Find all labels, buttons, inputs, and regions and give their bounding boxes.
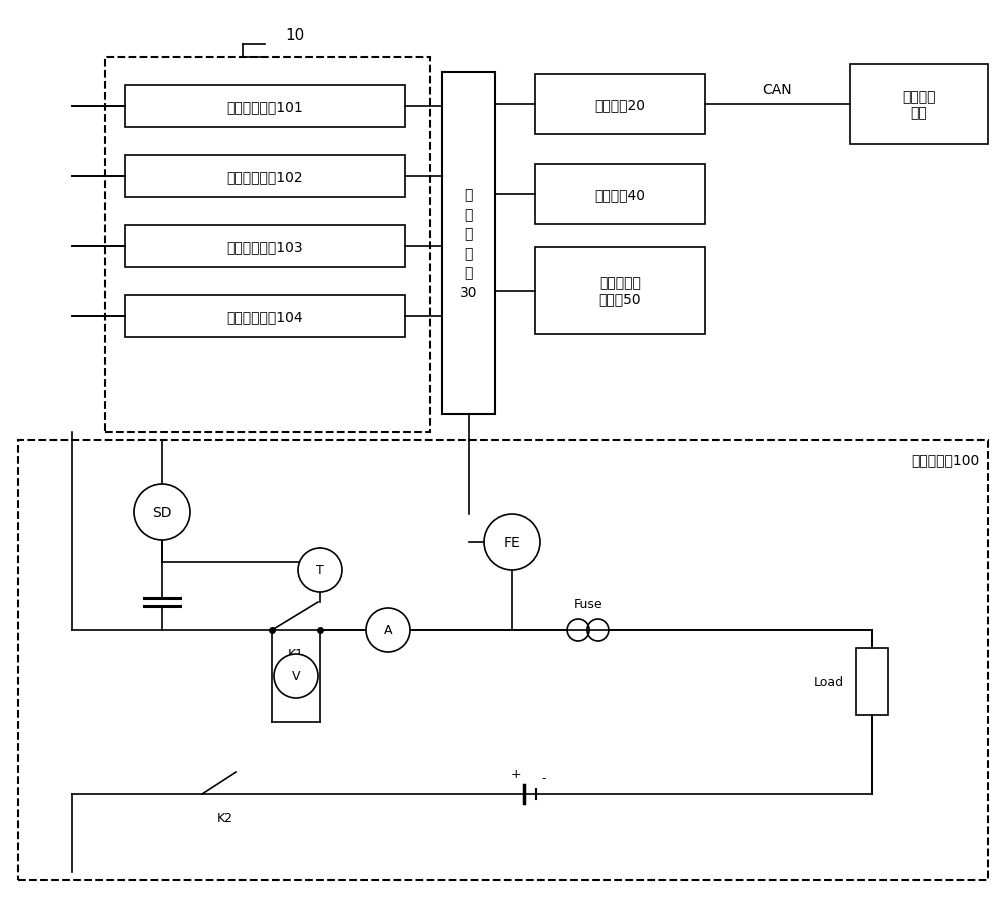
Text: K2: K2	[217, 811, 233, 824]
Text: Fuse: Fuse	[574, 597, 602, 611]
Text: 温度采样单元103: 温度采样单元103	[227, 240, 303, 253]
Text: 电压采样单元102: 电压采样单元102	[227, 170, 303, 184]
Circle shape	[366, 608, 410, 652]
FancyBboxPatch shape	[18, 440, 988, 880]
FancyBboxPatch shape	[105, 58, 430, 433]
Text: V: V	[292, 670, 300, 683]
Text: 主
芯
片
模
块
30: 主 芯 片 模 块 30	[460, 188, 477, 299]
FancyBboxPatch shape	[535, 165, 705, 225]
Circle shape	[274, 654, 318, 698]
FancyBboxPatch shape	[125, 156, 405, 198]
Text: T: T	[316, 564, 324, 577]
Text: 10: 10	[285, 28, 305, 43]
Circle shape	[484, 514, 540, 570]
Text: 高压配电箱100: 高压配电箱100	[912, 453, 980, 466]
FancyBboxPatch shape	[125, 296, 405, 337]
Text: 电池管理
系统: 电池管理 系统	[902, 90, 936, 120]
Text: Load: Load	[814, 676, 844, 688]
Text: 通信模块20: 通信模块20	[594, 98, 645, 112]
Circle shape	[134, 484, 190, 540]
FancyBboxPatch shape	[856, 649, 888, 715]
Text: CAN: CAN	[763, 83, 792, 97]
Text: A: A	[384, 624, 392, 637]
FancyBboxPatch shape	[442, 73, 495, 415]
FancyBboxPatch shape	[535, 75, 705, 135]
Text: FE: FE	[504, 536, 520, 549]
FancyBboxPatch shape	[125, 226, 405, 268]
Text: 烟雾检测单元104: 烟雾检测单元104	[227, 309, 303, 324]
FancyBboxPatch shape	[850, 65, 988, 145]
Text: 存储模块40: 存储模块40	[594, 188, 645, 202]
Text: +: +	[511, 767, 521, 780]
Circle shape	[298, 548, 342, 593]
Text: SD: SD	[152, 505, 172, 520]
Text: 电流采样单元101: 电流采样单元101	[227, 100, 303, 114]
FancyBboxPatch shape	[535, 248, 705, 335]
Text: -: -	[542, 771, 546, 784]
Text: K1: K1	[288, 648, 304, 660]
FancyBboxPatch shape	[125, 86, 405, 128]
Text: 无线数据传
输模块50: 无线数据传 输模块50	[599, 276, 641, 307]
